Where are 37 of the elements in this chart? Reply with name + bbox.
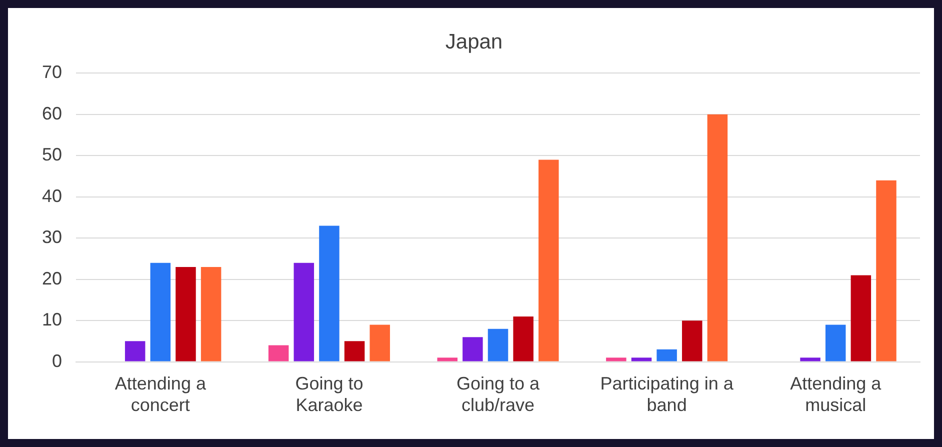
bar [294,262,314,362]
chart-title: Japan [445,30,503,54]
bar [631,358,652,362]
y-tick-label: 70 [42,62,62,82]
x-tick-label: Attending a concert [114,374,207,416]
bar [606,358,626,362]
bar [513,316,534,362]
bar [800,358,820,362]
y-tick-label: 50 [42,144,62,165]
y-tick-label: 20 [42,268,62,288]
bar [200,266,222,362]
bar [462,337,483,362]
y-tick-label: 10 [42,310,62,330]
bar [319,226,340,362]
bar [124,341,146,362]
bar [437,358,458,362]
bar [176,266,196,362]
bar [656,349,677,362]
y-tick-label: 30 [42,227,62,248]
bar [707,114,728,362]
bar [825,324,846,362]
x-tick-label: Going to Karaoke [295,374,364,416]
x-tick-label: Attending a musical [790,374,882,416]
x-tick-label: Going to a club/rave [456,374,541,416]
bar [538,160,559,362]
bar [488,328,508,362]
y-tick-label: 60 [42,103,62,124]
bar [268,345,289,362]
x-tick-label: Participating in a band [600,374,734,416]
bar [370,324,390,362]
bar [344,341,365,362]
bar [850,275,872,362]
bar [682,320,702,362]
bar [876,180,896,362]
y-tick-label: 0 [52,350,62,371]
bar [150,262,171,362]
y-tick-label: 40 [42,186,62,206]
